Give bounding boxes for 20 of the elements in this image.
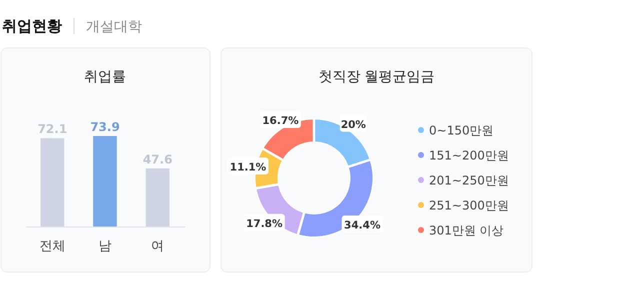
data-label: 72.1 (38, 122, 68, 136)
x-tick-label: 남 (98, 239, 112, 254)
x-tick-label: 전체 (39, 239, 66, 254)
legend-label: 0~150만원 (429, 124, 494, 138)
text: 취업현황 (2, 17, 62, 35)
legend-label: 201~250만원 (429, 174, 509, 188)
data-label: 17.8% (246, 218, 283, 230)
data-label: 16.7% (262, 115, 300, 128)
text: 개설대학 (86, 19, 142, 35)
chart-title: 취업률 (84, 69, 126, 85)
chart-title: 첫직장 월평균임금 (318, 69, 435, 85)
legend-label: 151~200만원 (429, 148, 509, 162)
data-label: 11.1% (230, 161, 267, 174)
legend-label: 251~300만원 (429, 198, 509, 212)
data-label: 47.6 (142, 152, 172, 166)
data-label: 34.4% (344, 219, 381, 232)
x-tick-label: 여 (151, 239, 164, 254)
data-label: 20% (340, 118, 366, 131)
legend-label: 301만원 이상 (429, 224, 504, 238)
data-label: 73.9 (90, 120, 120, 134)
